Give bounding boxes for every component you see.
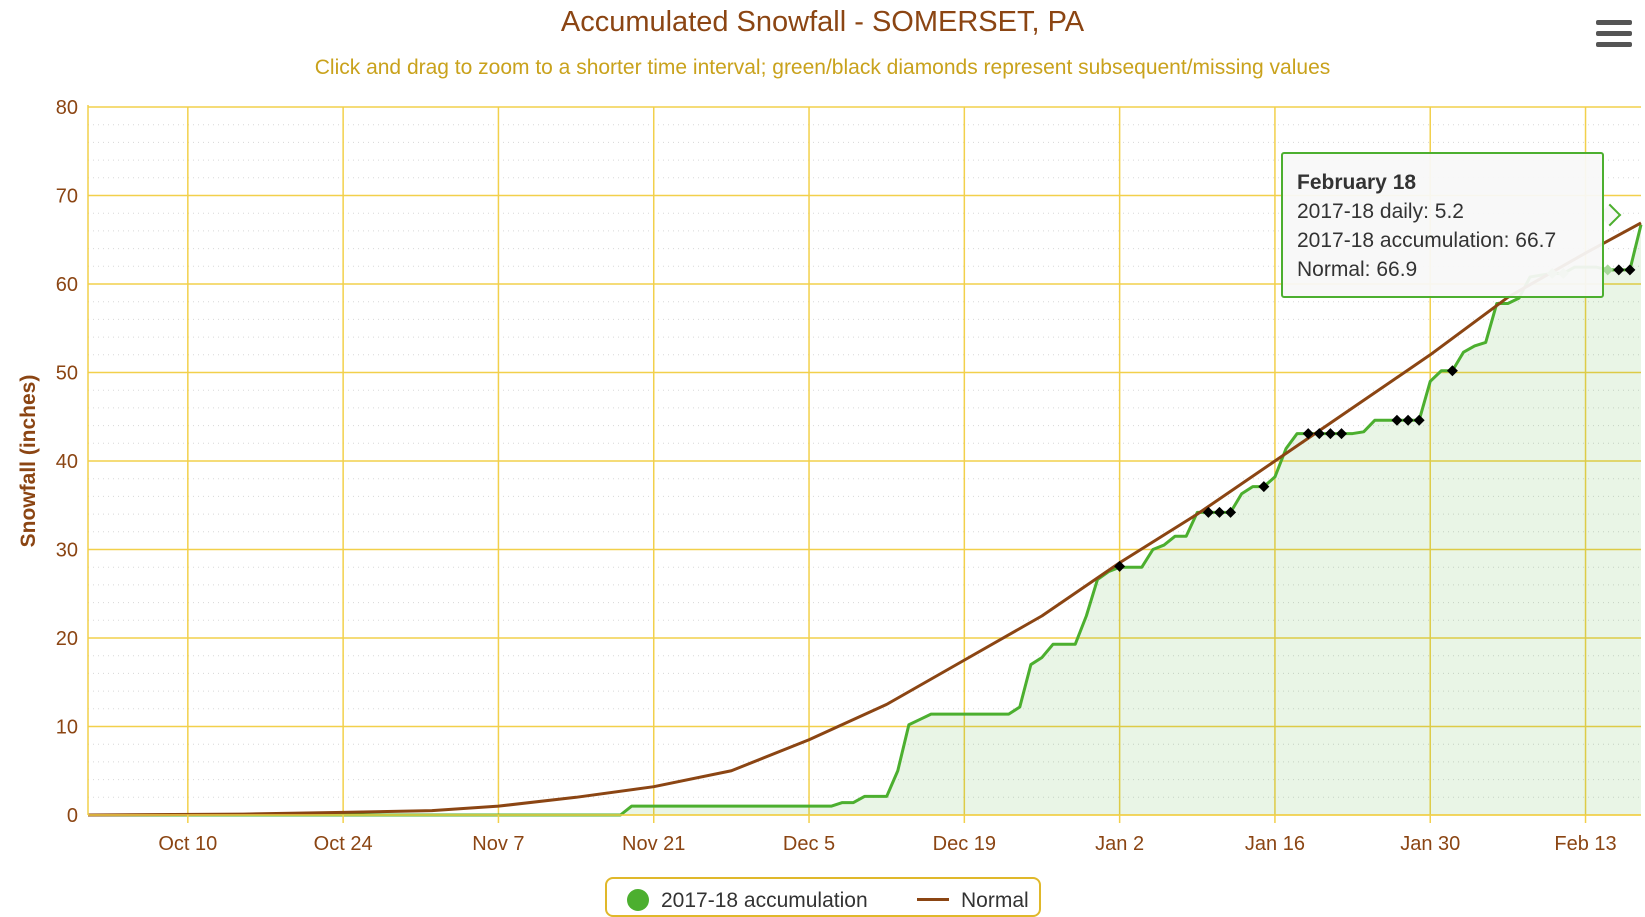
x-tick-label: Jan 30 — [1400, 833, 1460, 855]
x-tick-label: Oct 24 — [314, 833, 373, 855]
chart-legend: 2017-18 accumulation Normal — [605, 877, 1041, 917]
x-tick-label: Oct 10 — [158, 833, 217, 855]
chart-title: Accumulated Snowfall - SOMERSET, PA — [560, 6, 1085, 38]
data-tooltip: February 18 2017-18 daily: 5.2 2017-18 a… — [1281, 152, 1604, 298]
missing-value-marker — [1335, 428, 1347, 440]
brown-line-icon — [917, 898, 949, 901]
missing-value-marker — [1302, 428, 1314, 440]
legend-item-accumulation[interactable]: 2017-18 accumulation — [627, 889, 868, 913]
y-tick-label: 60 — [56, 274, 78, 296]
tooltip-date: February 18 — [1297, 171, 1417, 194]
tooltip-normal: Normal: 66.9 — [1297, 258, 1418, 281]
legend-item-normal[interactable]: Normal — [917, 889, 1029, 913]
x-tick-label: Feb 13 — [1554, 833, 1616, 855]
missing-value-marker — [1624, 264, 1636, 276]
y-axis-title: Snowfall (inches) — [17, 375, 40, 548]
missing-value-marker — [1213, 506, 1225, 518]
y-tick-label: 10 — [56, 717, 78, 739]
y-tick-label: 20 — [56, 628, 78, 650]
missing-value-marker — [1613, 264, 1625, 276]
y-tick-label: 40 — [56, 451, 78, 473]
missing-value-marker — [1202, 506, 1214, 518]
missing-value-marker — [1446, 365, 1458, 377]
y-tick-label: 0 — [67, 805, 78, 827]
x-tick-label: Dec 19 — [933, 833, 996, 855]
missing-value-marker — [1114, 560, 1126, 572]
hamburger-menu-icon[interactable] — [1596, 20, 1632, 52]
chart-subtitle: Click and drag to zoom to a shorter time… — [314, 56, 1331, 79]
x-tick-label: Jan 2 — [1095, 833, 1144, 855]
subsequent-value-marker — [1602, 264, 1614, 276]
y-tick-label: 80 — [56, 97, 78, 119]
accumulation-area — [88, 224, 1641, 815]
tooltip-accumulation: 2017-18 accumulation: 66.7 — [1297, 229, 1557, 252]
legend-label-accumulation: 2017-18 accumulation — [661, 889, 868, 912]
tooltip-daily: 2017-18 daily: 5.2 — [1297, 200, 1464, 223]
green-dot-icon — [627, 889, 649, 911]
missing-value-marker — [1391, 414, 1403, 426]
legend-label-normal: Normal — [961, 889, 1029, 912]
missing-value-marker — [1258, 481, 1270, 493]
missing-value-marker — [1313, 428, 1325, 440]
normal-line — [87, 221, 1642, 817]
missing-value-marker — [1225, 506, 1237, 518]
x-tick-label: Nov 21 — [622, 833, 685, 855]
y-tick-label: 30 — [56, 540, 78, 562]
y-tick-label: 50 — [56, 363, 78, 385]
x-tick-label: Jan 16 — [1245, 833, 1305, 855]
x-tick-label: Nov 7 — [472, 833, 524, 855]
missing-value-marker — [1324, 428, 1336, 440]
missing-value-marker — [1402, 414, 1414, 426]
missing-value-marker — [1413, 414, 1425, 426]
x-tick-label: Dec 5 — [783, 833, 835, 855]
y-tick-label: 70 — [56, 186, 78, 208]
